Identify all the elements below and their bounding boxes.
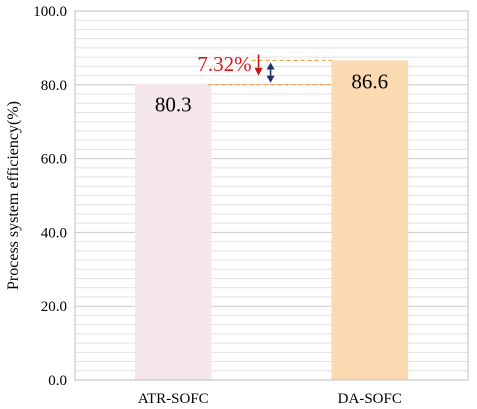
bars: [134, 60, 409, 381]
data-labels: 80.3 86.6: [155, 69, 388, 116]
gridlines: [75, 19, 468, 372]
y-axis-ticks: 0.0 20.0 40.0 60.0 80.0 100.0: [33, 4, 67, 389]
bar-atr-sofc: [134, 83, 212, 381]
y-tick-label: 0.0: [48, 373, 67, 389]
x-tick-label: DA-SOFC: [338, 391, 402, 407]
down-arrow-head: [254, 67, 263, 76]
y-tick-label: 40.0: [41, 225, 67, 241]
y-tick-label: 20.0: [41, 299, 67, 315]
y-tick-label: 100.0: [33, 4, 67, 20]
difference-annotation: 7.32%: [197, 52, 332, 86]
x-axis-ticks: ATR-SOFC DA-SOFC: [138, 391, 402, 407]
data-label: 86.6: [351, 69, 388, 93]
double-arrow-head-down: [266, 75, 275, 83]
plot-frame: [74, 10, 469, 381]
data-label: 80.3: [155, 93, 192, 117]
y-tick-label: 60.0: [41, 152, 67, 168]
bar-da-sofc: [331, 60, 409, 381]
y-tick-label: 80.0: [41, 78, 67, 94]
x-tick-label: ATR-SOFC: [138, 391, 209, 407]
double-arrow-head-up: [266, 62, 275, 70]
difference-label: 7.32%: [197, 52, 251, 76]
y-axis-label: Process system efficiency(%): [5, 101, 22, 290]
